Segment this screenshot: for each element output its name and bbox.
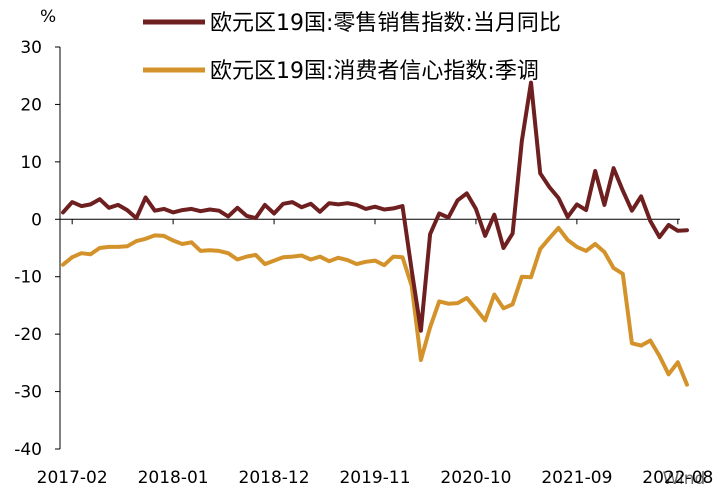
x-tick-label: 2019-11 [339, 468, 410, 488]
axes: 30 20 10 0 -10 -20 -30 -40 2017-02 2018-01 2018-12… [14, 38, 713, 488]
y-tick-label: 20 [20, 95, 42, 115]
y-tick-label: -10 [14, 268, 42, 288]
y-tick-label: 10 [20, 153, 42, 173]
watermark-text: Wind [663, 469, 706, 489]
y-unit-label: % [40, 7, 56, 27]
legend-label: 欧元区19国:零售销售指数:当月同比 [210, 11, 561, 36]
x-tick-label: 2021-09 [541, 468, 612, 488]
y-tick-label: -30 [14, 383, 42, 403]
x-tick-label: 2018-01 [138, 468, 209, 488]
retail-sales-yoy-line [61, 80, 689, 333]
y-tick-label: 0 [31, 210, 42, 230]
x-tick-label: 2017-02 [37, 468, 108, 488]
x-tick-label: 2020-10 [440, 468, 511, 488]
y-tick-label: 30 [20, 38, 42, 58]
y-tick-label: -20 [14, 325, 42, 345]
x-tick-label: 2018-12 [239, 468, 310, 488]
watermark: Wind [663, 469, 706, 489]
consumer-confidence-line [61, 225, 689, 387]
legend-label: 欧元区19国:消费者信心指数:季调 [210, 59, 539, 84]
series-layer [61, 80, 689, 387]
x-tick-label: 2022-08 [642, 468, 713, 488]
y-tick-label: -40 [14, 440, 42, 460]
